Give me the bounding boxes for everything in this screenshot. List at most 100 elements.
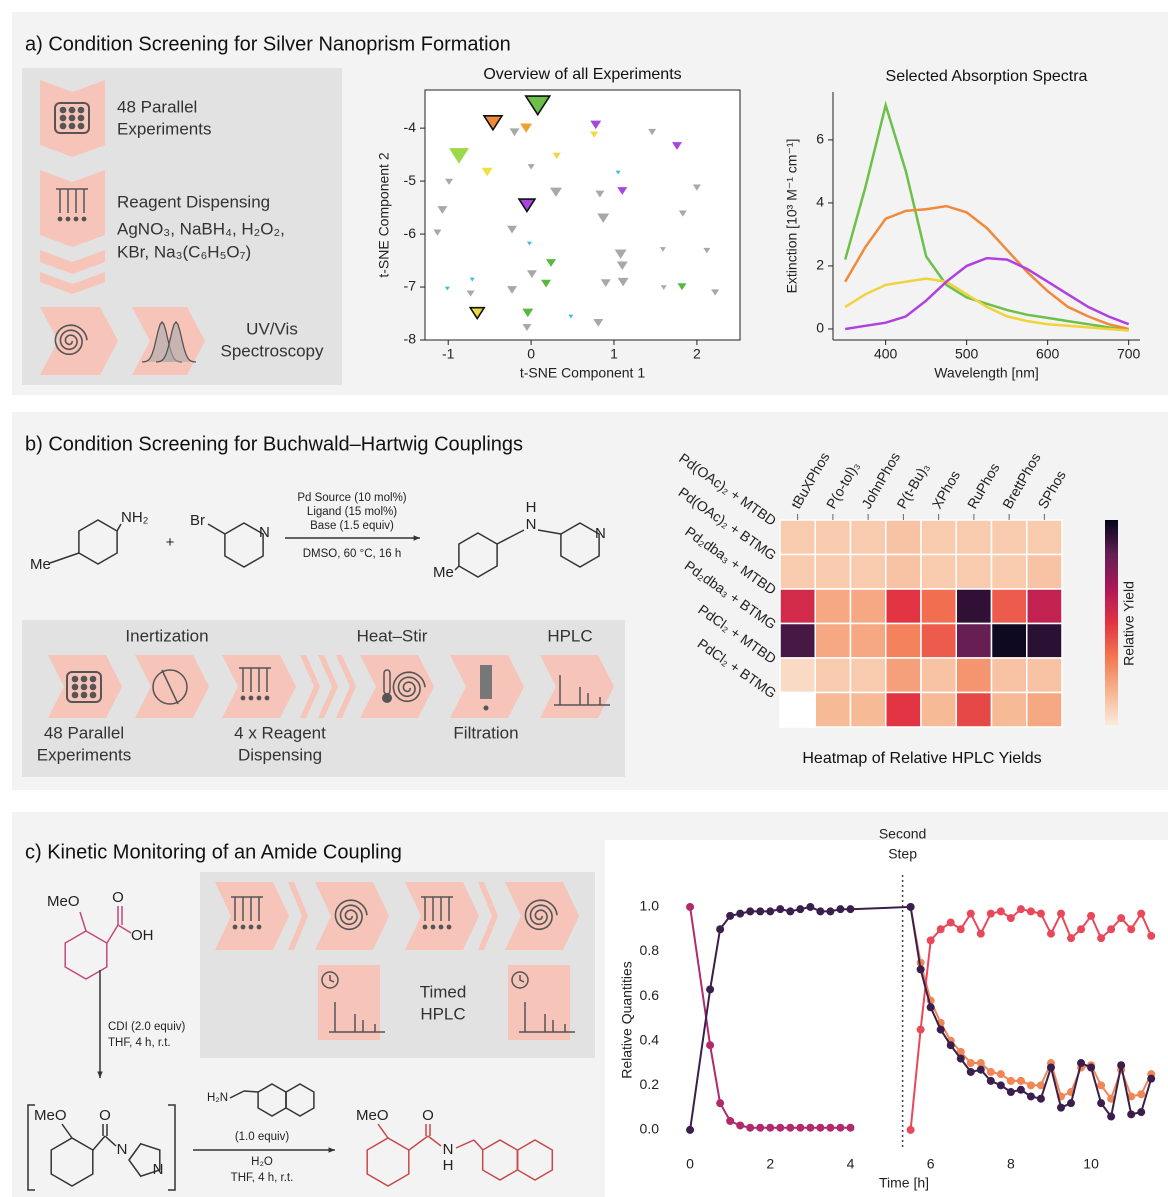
data-point: [766, 907, 775, 916]
x-tick-label: 400: [874, 346, 898, 362]
step-label: Experiments: [37, 745, 131, 764]
x-tick-label: 0: [527, 346, 535, 362]
spectrum-icon: [155, 320, 197, 363]
x-tick-label: -1: [442, 346, 455, 362]
x-tick-label: 2: [693, 346, 701, 362]
heatmap-cell: [1026, 691, 1063, 728]
data-point: [1137, 1090, 1146, 1099]
data-point: [1016, 1076, 1025, 1085]
step-label: Inertization: [125, 626, 208, 645]
heatmap-cell: [849, 622, 887, 659]
condition: (1.0 equiv): [235, 1131, 290, 1143]
data-point: [836, 905, 845, 914]
data-point: [1067, 1099, 1076, 1108]
atom-label: N: [117, 1141, 128, 1158]
x-tick-label: 2: [766, 1156, 774, 1172]
condition: H₂O: [251, 1156, 273, 1168]
plus: +: [166, 534, 175, 551]
scatter-point: [678, 210, 687, 217]
bond: [243, 1090, 259, 1093]
heatmap-cell: [990, 691, 1028, 728]
scatter-point: [590, 120, 602, 130]
scatter-point: [466, 290, 475, 297]
step-label: Spectroscopy: [221, 341, 324, 360]
data-point: [1006, 1076, 1015, 1085]
scatter-point: [541, 279, 552, 288]
heatmap-cell: [990, 657, 1028, 694]
atom-label: MeO: [34, 1107, 67, 1124]
chart-title: Overview of all Experiments: [483, 66, 681, 83]
colorbar-label: Relative Yield: [1121, 581, 1137, 666]
data-point: [706, 1041, 715, 1050]
x-axis-label: Wavelength [nm]: [934, 365, 1039, 381]
data-point: [726, 911, 735, 920]
stir-icon: [524, 899, 558, 931]
condition: Base (1.5 equiv): [310, 520, 394, 532]
condition: Ligand (15 mol%): [307, 506, 397, 518]
inert-icon: [152, 669, 188, 705]
scatter-point: [593, 318, 604, 327]
stir-icon: [392, 671, 426, 703]
scatter-point: [517, 198, 537, 213]
condition: THF, 4 h, r.t.: [231, 1172, 294, 1184]
heatmap-cell: [849, 657, 887, 694]
well: [68, 106, 76, 114]
heatmap-cell: [814, 588, 852, 625]
y-tick-label: 2: [816, 257, 824, 273]
y-tick-label: 1.0: [640, 898, 660, 914]
scatter-point: [590, 131, 599, 138]
x-tick-label: 1: [610, 346, 618, 362]
scatter-point: [614, 249, 627, 259]
data-point: [946, 1041, 955, 1050]
bond: [537, 529, 562, 535]
scatter-point: [526, 241, 532, 246]
y-tick-label: 6: [816, 131, 824, 147]
drop: [240, 695, 246, 701]
drop: [256, 695, 262, 701]
y-tick-label: 0.8: [640, 942, 660, 958]
heatmap-cell: [885, 519, 922, 556]
heatmap-cell: [920, 588, 957, 625]
y-tick-label: 4: [816, 194, 824, 210]
heatmap-cell: [920, 657, 957, 694]
data-point: [1016, 1085, 1025, 1094]
data-point: [796, 905, 805, 914]
heatmap-cell: [1026, 657, 1063, 694]
scatter-point: [522, 324, 532, 332]
data-point: [1137, 1108, 1146, 1117]
bond: [377, 1123, 389, 1139]
heatmap-cell: [990, 622, 1028, 659]
step-label: 48 Parallel: [44, 723, 124, 742]
atom-label: N: [595, 525, 606, 542]
heatmap-cell: [920, 622, 957, 659]
scatter-point: [616, 261, 628, 271]
colorbar: [1105, 520, 1118, 725]
data-point: [826, 907, 835, 916]
well-plate-icon: [66, 671, 102, 703]
atom-label: O: [422, 1107, 434, 1124]
atom-label: N: [526, 516, 537, 533]
bond: [117, 924, 132, 934]
heatmap-cell: [920, 553, 957, 590]
heatmap-cell: [990, 519, 1028, 556]
bond: [229, 1090, 245, 1099]
scatter-point: [509, 128, 520, 137]
bond: [455, 1139, 475, 1149]
data-point: [746, 1123, 755, 1132]
heatmap-cell: [920, 691, 957, 728]
bond: [454, 565, 460, 571]
scatter-point: [445, 178, 454, 185]
bond: [49, 552, 80, 564]
y-tick-label: 0.0: [640, 1121, 660, 1137]
well: [80, 691, 88, 699]
condition: Pd Source (10 mol%): [297, 492, 406, 504]
step-label: Reagent Dispensing: [117, 192, 270, 211]
hplc-tile: [508, 965, 570, 1040]
scatter-point: [444, 286, 450, 291]
scatter-point: [448, 148, 469, 164]
clock-hands: [329, 975, 335, 983]
drop: [422, 924, 428, 930]
scatter-point: [692, 184, 701, 191]
data-point: [1056, 1103, 1065, 1112]
well: [89, 683, 97, 691]
